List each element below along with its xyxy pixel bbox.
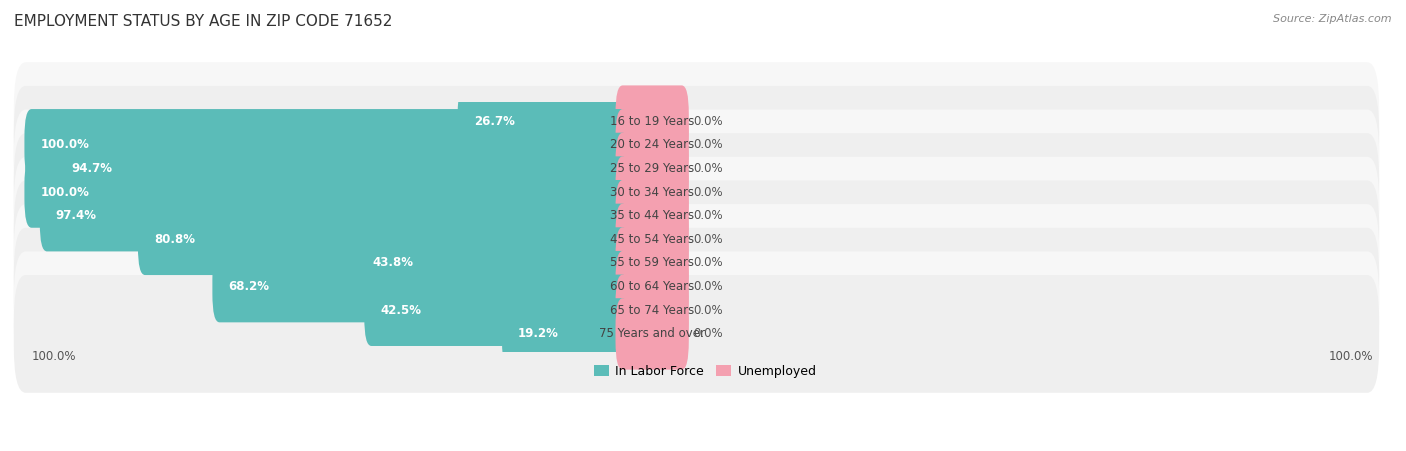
Text: 0.0%: 0.0%	[693, 115, 723, 128]
FancyBboxPatch shape	[14, 180, 1379, 298]
FancyBboxPatch shape	[24, 156, 630, 228]
Text: 0.0%: 0.0%	[693, 280, 723, 293]
Text: 35 to 44 Years: 35 to 44 Years	[610, 209, 695, 222]
FancyBboxPatch shape	[616, 251, 689, 322]
Text: 19.2%: 19.2%	[517, 327, 558, 341]
Text: 60 to 64 Years: 60 to 64 Years	[610, 280, 695, 293]
FancyBboxPatch shape	[14, 133, 1379, 251]
Text: 55 to 59 Years: 55 to 59 Years	[610, 257, 695, 270]
Text: 42.5%: 42.5%	[380, 304, 422, 317]
Text: 25 to 29 Years: 25 to 29 Years	[610, 162, 695, 175]
Text: 0.0%: 0.0%	[693, 233, 723, 246]
Text: 65 to 74 Years: 65 to 74 Years	[610, 304, 695, 317]
FancyBboxPatch shape	[616, 156, 689, 228]
FancyBboxPatch shape	[14, 110, 1379, 227]
Text: 16 to 19 Years: 16 to 19 Years	[610, 115, 695, 128]
Text: 20 to 24 Years: 20 to 24 Years	[610, 138, 695, 151]
FancyBboxPatch shape	[616, 227, 689, 299]
Text: 0.0%: 0.0%	[693, 138, 723, 151]
FancyBboxPatch shape	[14, 62, 1379, 180]
Text: 0.0%: 0.0%	[693, 185, 723, 198]
Text: 26.7%: 26.7%	[474, 115, 515, 128]
FancyBboxPatch shape	[24, 109, 630, 180]
FancyBboxPatch shape	[616, 298, 689, 370]
FancyBboxPatch shape	[14, 251, 1379, 369]
FancyBboxPatch shape	[138, 204, 630, 275]
Text: EMPLOYMENT STATUS BY AGE IN ZIP CODE 71652: EMPLOYMENT STATUS BY AGE IN ZIP CODE 716…	[14, 14, 392, 28]
FancyBboxPatch shape	[616, 85, 689, 157]
FancyBboxPatch shape	[14, 157, 1379, 275]
FancyBboxPatch shape	[616, 133, 689, 204]
FancyBboxPatch shape	[616, 204, 689, 275]
Text: Source: ZipAtlas.com: Source: ZipAtlas.com	[1274, 14, 1392, 23]
FancyBboxPatch shape	[364, 275, 630, 346]
Legend: In Labor Force, Unemployed: In Labor Force, Unemployed	[589, 360, 821, 383]
Text: 0.0%: 0.0%	[693, 257, 723, 270]
Text: 100.0%: 100.0%	[31, 350, 76, 363]
Text: 0.0%: 0.0%	[693, 209, 723, 222]
Text: 43.8%: 43.8%	[373, 257, 413, 270]
FancyBboxPatch shape	[458, 85, 630, 157]
Text: 80.8%: 80.8%	[153, 233, 195, 246]
Text: 0.0%: 0.0%	[693, 304, 723, 317]
Text: 30 to 34 Years: 30 to 34 Years	[610, 185, 695, 198]
Text: 75 Years and over: 75 Years and over	[599, 327, 706, 341]
FancyBboxPatch shape	[616, 109, 689, 180]
FancyBboxPatch shape	[56, 133, 630, 204]
Text: 68.2%: 68.2%	[228, 280, 270, 293]
Text: 0.0%: 0.0%	[693, 162, 723, 175]
FancyBboxPatch shape	[14, 86, 1379, 204]
FancyBboxPatch shape	[616, 180, 689, 251]
Text: 0.0%: 0.0%	[693, 327, 723, 341]
Text: 97.4%: 97.4%	[56, 209, 97, 222]
FancyBboxPatch shape	[39, 180, 630, 251]
Text: 100.0%: 100.0%	[41, 138, 89, 151]
FancyBboxPatch shape	[14, 228, 1379, 345]
Text: 45 to 54 Years: 45 to 54 Years	[610, 233, 695, 246]
FancyBboxPatch shape	[616, 275, 689, 346]
Text: 100.0%: 100.0%	[41, 185, 89, 198]
FancyBboxPatch shape	[502, 298, 630, 370]
Text: 100.0%: 100.0%	[1329, 350, 1374, 363]
FancyBboxPatch shape	[212, 251, 630, 322]
Text: 94.7%: 94.7%	[72, 162, 112, 175]
FancyBboxPatch shape	[357, 227, 630, 299]
FancyBboxPatch shape	[14, 275, 1379, 393]
FancyBboxPatch shape	[14, 204, 1379, 322]
